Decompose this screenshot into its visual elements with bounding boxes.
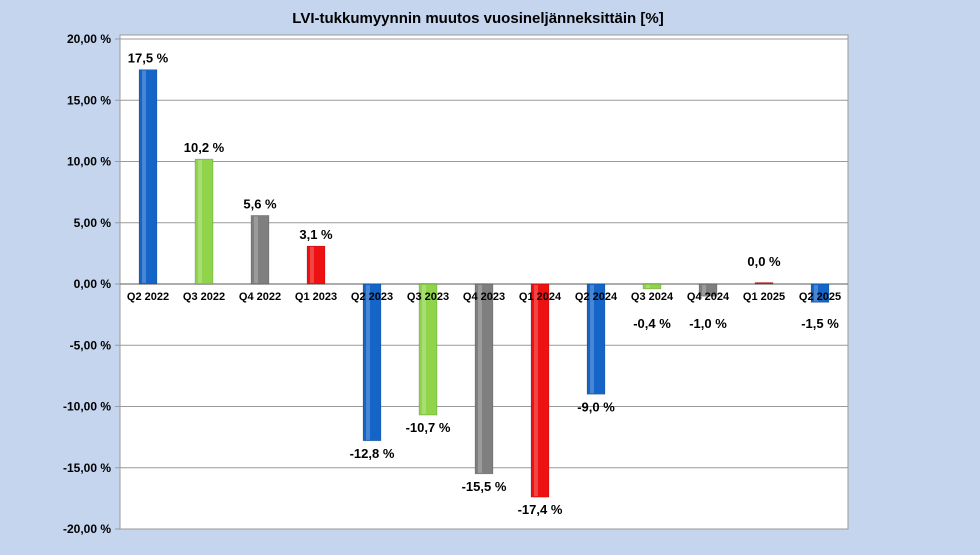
- bar-highlight: [254, 216, 258, 283]
- y-tick-label: 15,00 %: [67, 93, 111, 107]
- x-tick-label: Q1 2023: [295, 291, 337, 303]
- data-label: -10,7 %: [406, 420, 451, 435]
- data-label: -15,5 %: [462, 479, 507, 494]
- data-label: 0,0 %: [747, 254, 781, 269]
- bar: [138, 69, 158, 285]
- data-label: -9,0 %: [577, 399, 615, 414]
- data-label: -0,4 %: [633, 316, 671, 331]
- x-tick-label: Q1 2025: [743, 291, 785, 303]
- y-tick-label: 0,00 %: [74, 277, 112, 291]
- bar-highlight: [646, 285, 650, 288]
- bar: [530, 283, 550, 498]
- bar: [698, 283, 718, 297]
- y-tick-label: -20,00 %: [63, 522, 111, 536]
- bar: [306, 245, 326, 285]
- data-label: 5,6 %: [243, 196, 277, 211]
- bar: [754, 282, 774, 285]
- y-tick-label: 10,00 %: [67, 155, 111, 169]
- y-tick-label: 5,00 %: [74, 216, 112, 230]
- bar: [194, 158, 214, 285]
- x-tick-label: Q3 2023: [407, 291, 449, 303]
- bar-highlight: [534, 285, 538, 497]
- bar-highlight: [702, 285, 706, 296]
- data-label: -1,0 %: [689, 316, 727, 331]
- y-tick-label: 20,00 %: [67, 32, 111, 46]
- y-tick-label: -5,00 %: [70, 338, 112, 352]
- bar: [586, 283, 606, 395]
- x-tick-label: Q4 2022: [239, 291, 281, 303]
- data-label: 3,1 %: [299, 227, 333, 242]
- x-tick-label: Q2 2024: [575, 291, 618, 303]
- bar: [810, 283, 830, 303]
- data-label: 17,5 %: [128, 51, 169, 66]
- bar-highlight: [198, 160, 202, 283]
- x-tick-label: Q2 2023: [351, 291, 393, 303]
- data-label: -17,4 %: [518, 502, 563, 517]
- x-tick-label: Q2 2022: [127, 291, 169, 303]
- bar-highlight: [366, 285, 370, 440]
- x-tick-label: Q4 2023: [463, 291, 505, 303]
- x-tick-label: Q2 2025: [799, 291, 841, 303]
- data-label: 10,2 %: [184, 140, 225, 155]
- data-label: -12,8 %: [350, 446, 395, 461]
- bar-highlight: [814, 285, 818, 302]
- bar: [474, 283, 494, 475]
- bar: [418, 283, 438, 416]
- x-tick-label: Q1 2024: [519, 291, 562, 303]
- bar-highlight: [142, 70, 146, 283]
- bar: [250, 215, 270, 285]
- y-tick-label: -10,00 %: [63, 400, 111, 414]
- y-tick-label: -15,00 %: [63, 461, 111, 475]
- bar-highlight: [422, 285, 426, 415]
- chart-title: LVI-tukkumyynnin muutos vuosineljänneksi…: [292, 10, 663, 27]
- bar: [642, 283, 662, 290]
- x-tick-label: Q4 2024: [687, 291, 730, 303]
- data-label: -1,5 %: [801, 316, 839, 331]
- x-tick-label: Q3 2022: [183, 291, 225, 303]
- bar: [362, 283, 382, 442]
- bar-highlight: [310, 247, 314, 283]
- x-tick-label: Q3 2024: [631, 291, 674, 303]
- bar-highlight: [590, 285, 594, 394]
- bar-highlight: [478, 285, 482, 473]
